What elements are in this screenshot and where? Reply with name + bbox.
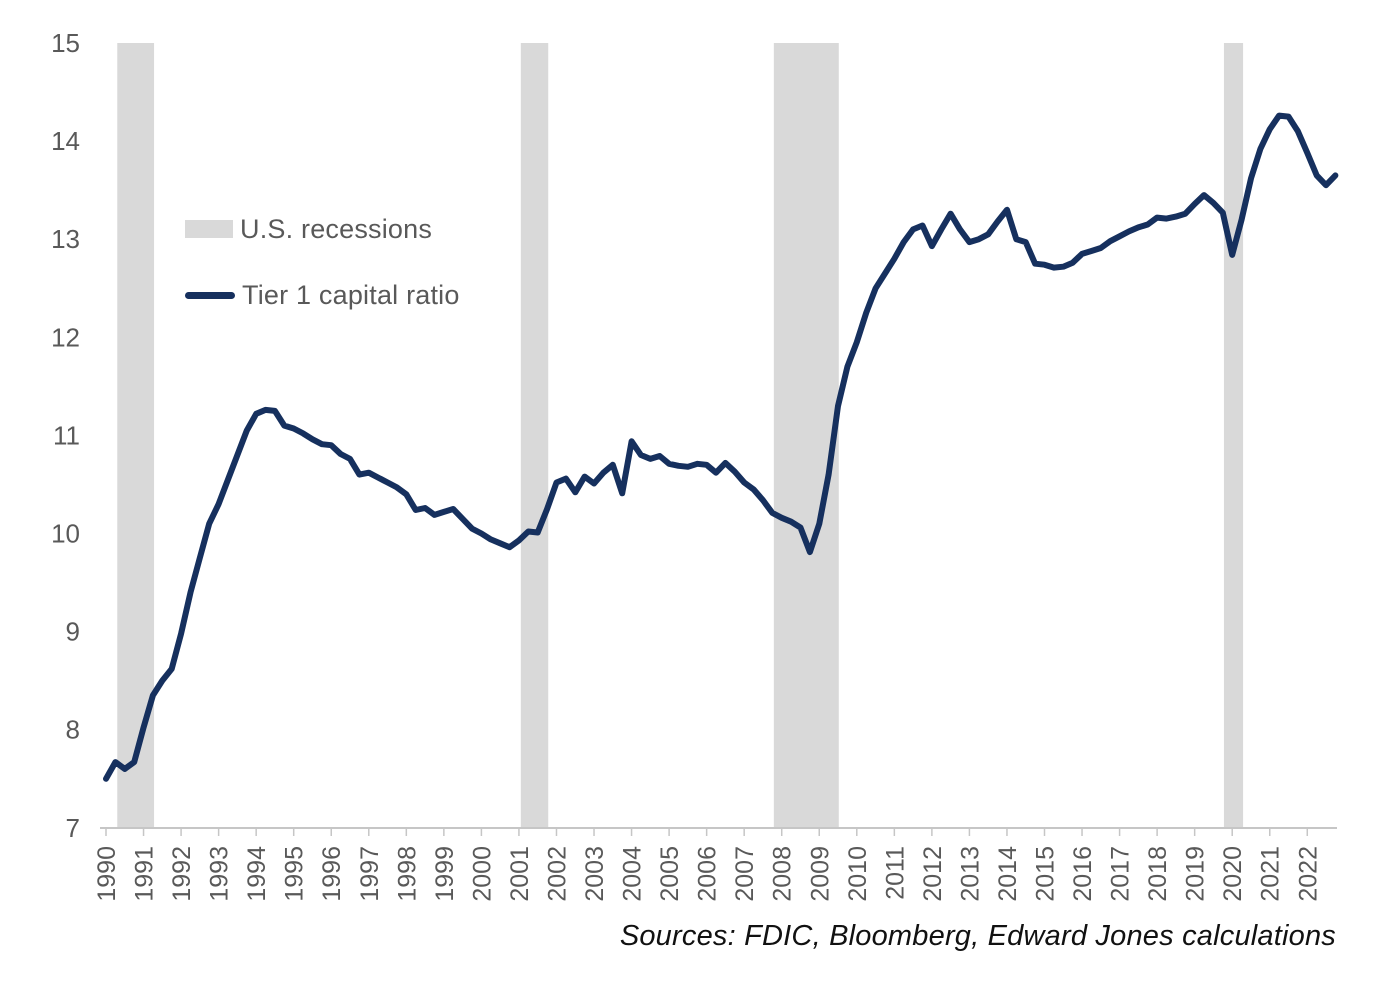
x-axis-tick-label: 1994: [243, 846, 271, 902]
y-axis-tick-label: 8: [66, 715, 80, 745]
x-axis-tick-label: 2006: [694, 846, 722, 902]
y-axis-tick-label: 14: [51, 126, 80, 156]
x-axis-tick-label: 1995: [281, 846, 309, 902]
x-axis-tick-label: 2022: [1294, 846, 1322, 902]
x-axis-tick-label: 2003: [581, 846, 609, 902]
x-axis-tick-label: 1992: [168, 846, 196, 902]
y-axis-tick-label: 12: [51, 322, 80, 352]
legend-item-recessions: U.S. recessions: [185, 212, 460, 246]
x-axis-tick-label: 1991: [131, 846, 159, 902]
x-axis-tick-label: 2007: [731, 846, 759, 902]
y-axis-tick-label: 9: [66, 617, 80, 647]
x-axis-tick-label: 2000: [468, 846, 496, 902]
legend-item-tier1: Tier 1 capital ratio: [185, 278, 460, 312]
source-note: Sources: FDIC, Bloomberg, Edward Jones c…: [619, 920, 1336, 952]
x-axis-tick-label: 2013: [956, 846, 984, 902]
x-axis-tick-label: 2002: [543, 846, 571, 902]
x-axis-tick-label: 2011: [881, 846, 909, 900]
recession-band-swatch: [185, 220, 233, 238]
legend-label-tier1: Tier 1 capital ratio: [242, 279, 460, 310]
x-axis-tick-label: 2015: [1032, 846, 1060, 902]
recession-band: [773, 43, 839, 828]
x-axis-tick-label: 1999: [431, 846, 459, 902]
x-axis-tick-label: 2005: [656, 846, 684, 902]
x-axis-tick-label: 2014: [994, 846, 1022, 902]
x-axis-tick-label: 2021: [1257, 846, 1285, 902]
x-axis-tick-label: 2001: [506, 846, 534, 902]
x-axis-tick-label: 2004: [619, 846, 647, 902]
y-axis-tick-label: 13: [51, 224, 80, 254]
x-axis-tick-label: 2012: [919, 846, 947, 902]
x-axis-tick-label: 1997: [356, 846, 384, 902]
legend-label-recessions: U.S. recessions: [240, 213, 433, 244]
y-axis-tick-label: 11: [53, 420, 80, 450]
x-axis-tick-label: 2016: [1069, 846, 1097, 902]
x-axis-tick-label: 2008: [769, 846, 797, 902]
recession-band: [520, 43, 549, 828]
x-axis-tick-label: 2020: [1219, 846, 1247, 902]
x-axis-tick-label: 1996: [318, 846, 346, 902]
tier1-line-swatch: [185, 291, 235, 299]
x-axis-tick-label: 1998: [393, 846, 421, 902]
x-axis-tick-label: 2009: [806, 846, 834, 902]
recession-band: [1223, 43, 1244, 828]
x-axis-tick-label: 2017: [1107, 846, 1135, 902]
y-axis-tick-label: 7: [66, 813, 80, 843]
legend: U.S. recessions Tier 1 capital ratio: [185, 212, 460, 344]
recession-band: [117, 43, 155, 828]
x-axis-tick-label: 2019: [1182, 846, 1210, 902]
y-axis-tick-label: 10: [51, 519, 80, 549]
x-axis-tick-label: 2018: [1144, 846, 1172, 902]
y-axis-tick-label: 15: [51, 28, 80, 58]
x-axis-tick-label: 1993: [206, 846, 234, 902]
tier1-capital-ratio-line: [103, 112, 1339, 782]
x-axis-tick-label: 2010: [844, 846, 872, 902]
x-axis-tick-label: 1990: [93, 846, 121, 902]
